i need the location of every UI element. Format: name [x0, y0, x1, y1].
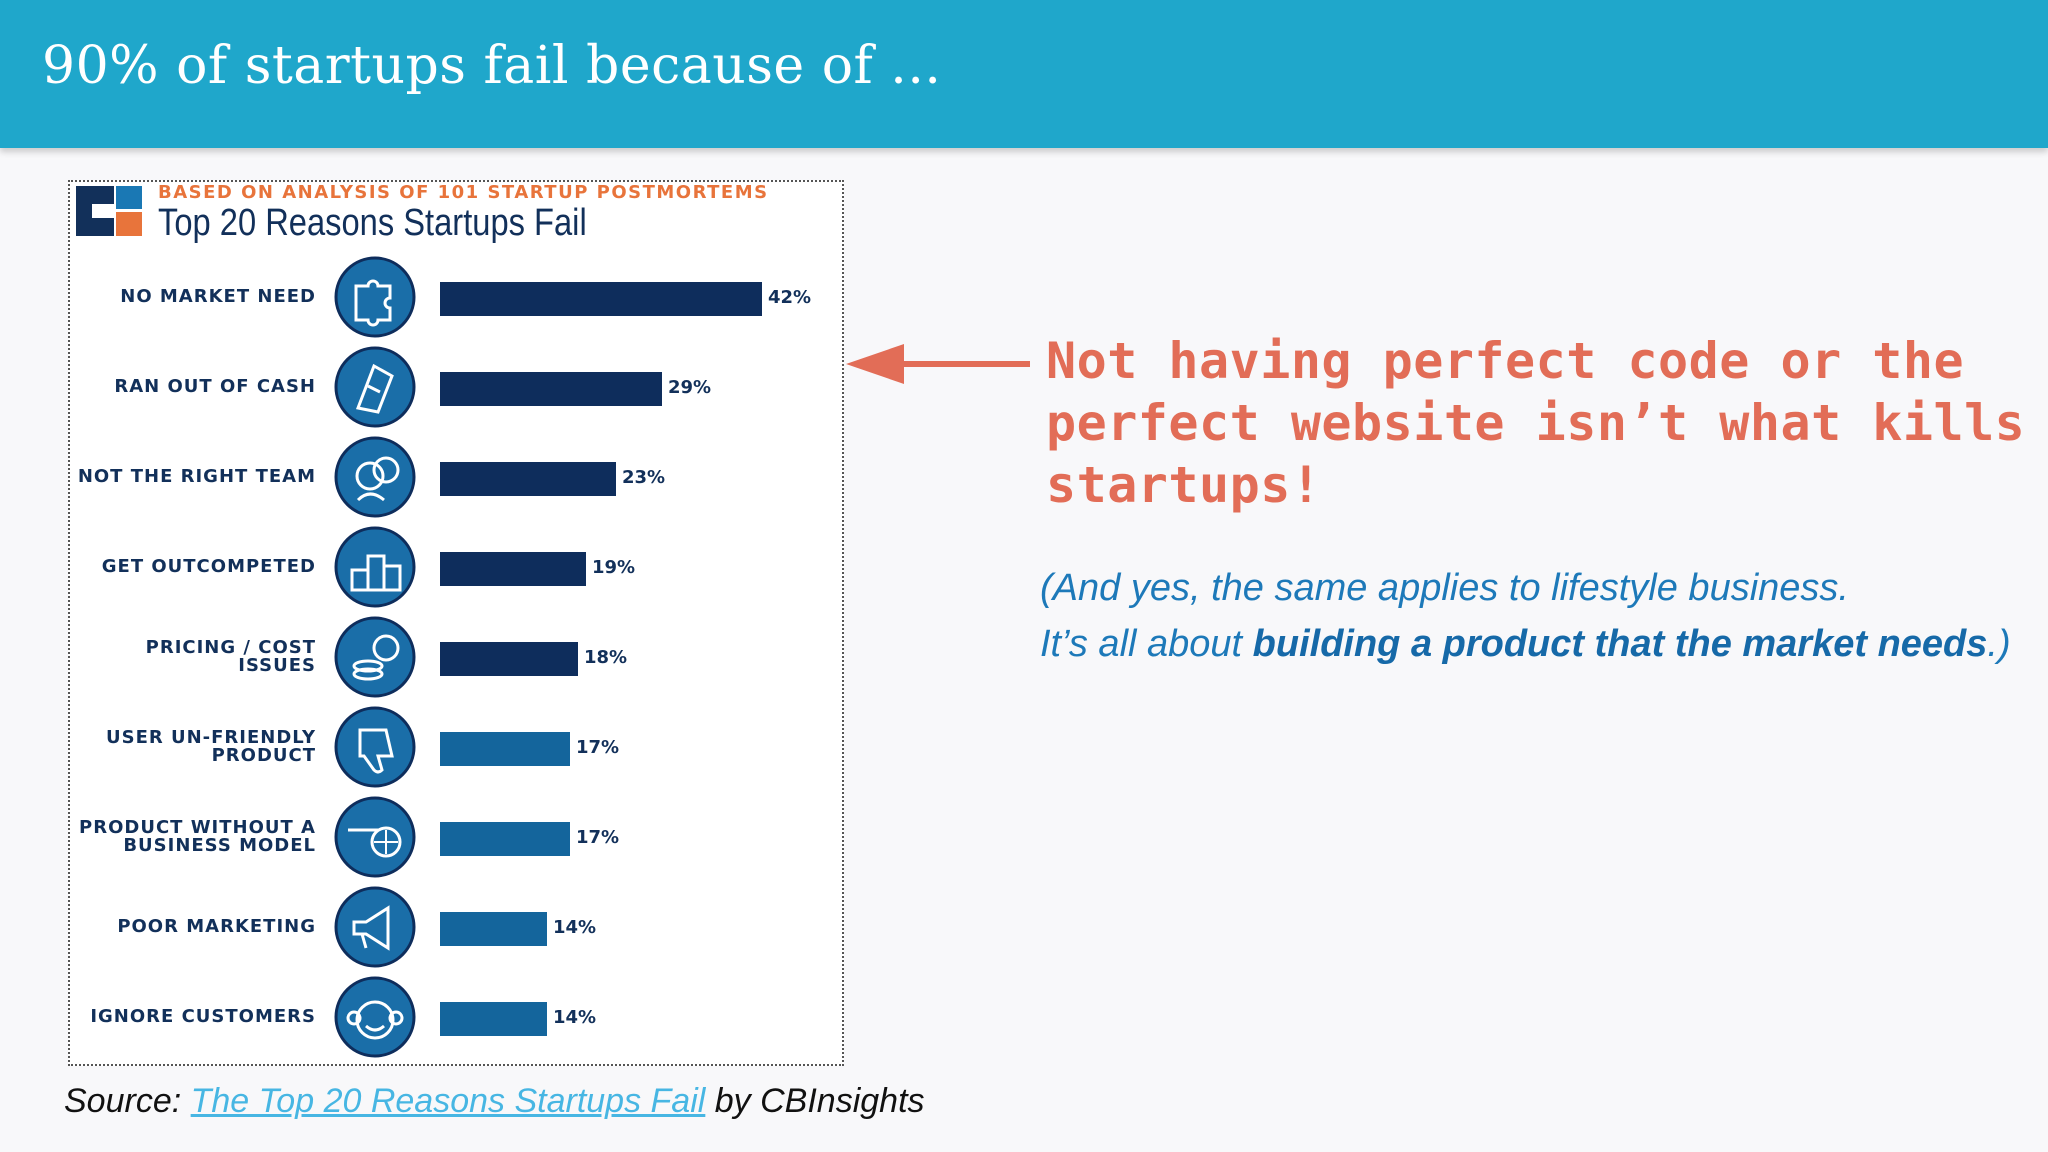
- category-label: USER UN-FRIENDLY PRODUCT: [105, 727, 316, 766]
- bar: [440, 552, 586, 586]
- category-label: GET OUTCOMPETED: [101, 556, 316, 577]
- note-line-1: (And yes, the same applies to lifestyle …: [1040, 567, 1849, 609]
- slide-header: 90% of startups fail because of ...: [0, 0, 2048, 148]
- cb-insights-logo: [76, 186, 142, 236]
- category-label: PRICING / COST ISSUES: [145, 637, 316, 676]
- note-line-2-end: .): [1987, 623, 2011, 665]
- cart-icon: [334, 796, 416, 878]
- team-icon: [334, 436, 416, 518]
- bar-value-label: 29%: [668, 377, 712, 398]
- category-label: RAN OUT OF CASH: [114, 376, 316, 397]
- bar-value-label: 17%: [576, 737, 620, 758]
- bar: [440, 462, 616, 496]
- bar-value-label: 17%: [576, 827, 620, 848]
- category-label: POOR MARKETING: [117, 916, 316, 937]
- source-link[interactable]: The Top 20 Reasons Startups Fail: [190, 1082, 706, 1120]
- source-citation: Source: The Top 20 Reasons Startups Fail…: [64, 1082, 925, 1121]
- callout-text: Not having perfect code or the perfect w…: [1046, 332, 2026, 514]
- bar: [440, 282, 762, 316]
- source-prefix: Source:: [64, 1082, 191, 1120]
- coins-icon: [334, 616, 416, 698]
- chart-row: GET OUTCOMPETED 19%: [70, 522, 846, 612]
- note-line-2: It’s all about building a product that t…: [1040, 616, 2040, 672]
- chart-row: NOT THE RIGHT TEAM 23%: [70, 432, 846, 522]
- chart-row: RAN OUT OF CASH 29%: [70, 342, 846, 432]
- chart-row: USER UN-FRIENDLY PRODUCT 17%: [70, 702, 846, 792]
- bar: [440, 822, 570, 856]
- bar: [440, 642, 578, 676]
- bar-value-label: 42%: [768, 287, 812, 308]
- bar: [440, 1002, 547, 1036]
- bar-value-label: 14%: [553, 917, 597, 938]
- chart-row: PRODUCT WITHOUT A BUSINESS MODEL 17%: [70, 792, 846, 882]
- chart-row: POOR MARKETING 14%: [70, 882, 846, 972]
- puzzle-icon: [334, 256, 416, 338]
- slide-title: 90% of startups fail because of ...: [42, 36, 942, 96]
- podium-icon: [334, 526, 416, 608]
- arrow-left-icon: [846, 344, 1030, 384]
- infographic-panel: BASED ON ANALYSIS OF 101 STARTUP POSTMOR…: [68, 180, 844, 1066]
- bar-value-label: 19%: [592, 557, 636, 578]
- chart-row: PRICING / COST ISSUES 18%: [70, 612, 846, 702]
- monkey-icon: [334, 976, 416, 1058]
- bar: [440, 732, 570, 766]
- category-label: NO MARKET NEED: [120, 286, 316, 307]
- chart-row: NO MARKET NEED 42%: [70, 252, 846, 342]
- megaphone-icon: [334, 886, 416, 968]
- category-label: PRODUCT WITHOUT A BUSINESS MODEL: [79, 817, 316, 856]
- bar-value-label: 14%: [553, 1007, 597, 1028]
- bar-value-label: 18%: [584, 647, 628, 668]
- infographic-title: Top 20 Reasons Startups Fail: [158, 202, 587, 244]
- chart-row: IGNORE CUSTOMERS 14%: [70, 972, 846, 1062]
- bar: [440, 912, 547, 946]
- category-label: IGNORE CUSTOMERS: [90, 1006, 316, 1027]
- infographic-subtitle: BASED ON ANALYSIS OF 101 STARTUP POSTMOR…: [158, 182, 769, 203]
- note-text: (And yes, the same applies to lifestyle …: [1040, 560, 2040, 672]
- category-label: NOT THE RIGHT TEAM: [77, 466, 316, 487]
- bar-value-label: 23%: [622, 467, 666, 488]
- money-icon: [334, 346, 416, 428]
- thumbs-down-icon: [334, 706, 416, 788]
- note-line-2-start: It’s all about: [1040, 623, 1253, 665]
- source-suffix: by CBInsights: [705, 1082, 925, 1120]
- bar: [440, 372, 662, 406]
- note-line-2-bold: building a product that the market needs: [1252, 623, 1988, 665]
